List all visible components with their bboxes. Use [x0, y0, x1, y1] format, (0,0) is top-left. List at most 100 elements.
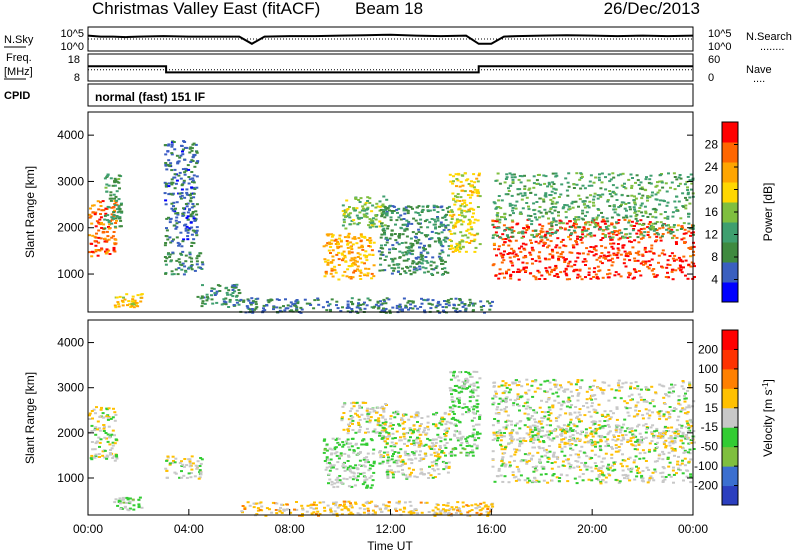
data-cell	[567, 423, 571, 426]
data-cell	[689, 173, 693, 176]
data-cell	[175, 226, 179, 229]
data-cell	[598, 173, 601, 176]
data-cell	[514, 475, 518, 478]
data-cell	[533, 213, 537, 216]
data-cell	[626, 236, 630, 239]
data-cell	[350, 263, 354, 266]
data-cell	[420, 417, 424, 419]
data-cell	[178, 156, 182, 159]
data-cell	[442, 451, 446, 454]
data-cell	[491, 450, 495, 453]
data-cell	[491, 439, 495, 441]
data-cell	[554, 231, 557, 234]
data-cell	[455, 178, 459, 180]
data-cell	[670, 409, 674, 412]
data-cell	[659, 410, 663, 412]
data-cell	[456, 179, 460, 182]
data-cell	[590, 402, 594, 405]
data-cell	[476, 410, 480, 413]
data-cell	[621, 246, 625, 249]
data-cell	[500, 464, 504, 467]
data-cell	[309, 304, 313, 306]
data-cell	[525, 229, 529, 231]
data-cell	[644, 210, 648, 213]
data-cell	[439, 447, 442, 449]
data-cell	[611, 172, 615, 175]
data-cell	[522, 256, 526, 259]
data-cell	[657, 254, 661, 257]
data-cell	[437, 300, 441, 303]
data-cell	[641, 254, 645, 257]
data-cell	[134, 301, 138, 304]
data-cell	[403, 462, 407, 465]
colorbar-segment	[722, 182, 738, 203]
data-cell	[230, 285, 234, 288]
data-cell	[384, 311, 388, 314]
data-cell	[673, 437, 677, 440]
data-cell	[450, 396, 454, 399]
data-cell	[110, 433, 114, 436]
data-cell	[407, 221, 411, 223]
data-cell	[284, 298, 287, 301]
data-cell	[629, 437, 633, 440]
data-cell	[170, 178, 174, 181]
data-cell	[547, 406, 551, 409]
data-cell	[374, 431, 378, 434]
data-cell	[444, 224, 447, 227]
data-cell	[405, 476, 409, 479]
data-cell	[463, 205, 467, 208]
data-cell	[348, 265, 352, 268]
data-cell	[399, 227, 403, 230]
data-cell	[502, 259, 506, 262]
data-cell	[585, 221, 589, 224]
data-cell	[99, 213, 102, 215]
data-cell	[659, 239, 663, 242]
data-cell	[115, 454, 118, 457]
data-cell	[351, 276, 355, 279]
data-cell	[475, 381, 479, 384]
data-cell	[601, 465, 605, 468]
data-cell	[407, 439, 411, 442]
data-cell	[681, 459, 684, 462]
data-cell	[517, 258, 521, 261]
data-cell	[616, 251, 620, 254]
data-cell	[671, 448, 675, 451]
data-cell	[183, 158, 187, 161]
data-cell	[384, 307, 388, 310]
data-cell	[577, 418, 581, 421]
data-cell	[641, 188, 645, 191]
data-cell	[341, 465, 345, 468]
data-cell	[684, 204, 688, 207]
data-cell	[593, 453, 597, 456]
data-cell	[607, 269, 611, 271]
data-cell	[637, 241, 641, 244]
data-cell	[583, 206, 587, 209]
data-cell	[503, 229, 506, 232]
data-cell	[99, 201, 102, 204]
data-cell	[386, 469, 390, 472]
data-cell	[454, 297, 458, 300]
data-cell	[109, 453, 112, 456]
data-cell	[629, 399, 633, 402]
data-cell	[653, 468, 657, 471]
data-cell	[460, 301, 464, 304]
data-cell	[625, 402, 629, 405]
data-cell	[99, 205, 103, 207]
data-cell	[678, 423, 681, 426]
data-cell	[573, 231, 577, 234]
data-cell	[544, 211, 548, 214]
data-cell	[381, 254, 385, 256]
data-cell	[633, 208, 637, 211]
data-cell	[636, 385, 640, 388]
data-cell	[186, 215, 190, 218]
data-cell	[658, 453, 662, 456]
data-cell	[369, 464, 373, 467]
data-cell	[534, 278, 538, 281]
data-cell	[117, 174, 121, 177]
data-cell	[179, 252, 183, 255]
data-cell	[587, 478, 591, 481]
data-cell	[174, 472, 178, 475]
data-cell	[583, 203, 586, 206]
data-cell	[449, 210, 453, 213]
data-cell	[659, 221, 663, 224]
